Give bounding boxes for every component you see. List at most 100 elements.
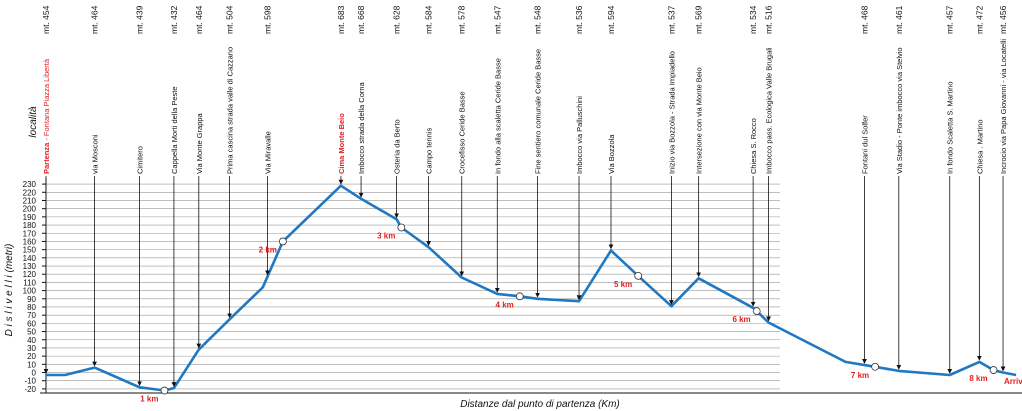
- y-tick-label: 20: [27, 352, 36, 361]
- altitude-label: mt. 516: [764, 5, 774, 34]
- location-name-part: Cima Monte Beio: [337, 113, 346, 174]
- location-name-part: Imbocco pass. Ecologica Valle Brugali: [765, 47, 774, 174]
- y-tick-label: 230: [23, 180, 37, 189]
- altitude-label: mt. 534: [748, 5, 758, 34]
- location-name: via Mosconi: [91, 134, 100, 174]
- location-name: Imbocco via Palluschini: [575, 96, 584, 174]
- km-marker: [989, 366, 998, 374]
- km-marker: [634, 271, 643, 280]
- km-label: 4 km: [496, 300, 514, 309]
- y-tick-label: 10: [27, 360, 36, 369]
- location-name-part: Intersezione con via Monte Beio: [695, 67, 704, 174]
- location-name: Incrocio via Papa Giovanni - via Locatel…: [999, 39, 1008, 174]
- y-tick-label: 70: [27, 311, 36, 320]
- km-marker: [397, 223, 406, 232]
- km-label: 1 km: [140, 395, 158, 404]
- y-tick-label: 90: [27, 295, 36, 304]
- altitude-label: mt. 461: [894, 5, 904, 34]
- altitude-label: mt. 439: [135, 5, 145, 34]
- km-label: 3 km: [377, 232, 395, 241]
- location-name-part: Fine sentiero comunale Ceride Basse: [534, 49, 543, 174]
- location-name: Imbocco strada della Corna: [357, 81, 366, 174]
- y-tick-label: -10: [24, 377, 36, 386]
- location-name: Cappella Morti della Peste: [170, 86, 179, 174]
- altitude-label: mt. 472: [974, 5, 984, 34]
- y-tick-label: 170: [23, 229, 37, 238]
- location-name: Chiesa . Martino: [975, 119, 984, 174]
- location-name: Inizio via Bozzola - Strada Impiadello: [667, 51, 676, 174]
- location-name: Prima cascina strada valle di Cazzano: [226, 47, 235, 174]
- location-name-part: Chiesa S. Rocco: [749, 118, 758, 174]
- location-name: In fondo alla scaletta Ceride Basse: [493, 58, 502, 174]
- km-marker: [160, 386, 169, 395]
- y-tick-label: 160: [23, 237, 37, 246]
- km-marker: [515, 292, 524, 301]
- location-name: Via Stadio - Ponte imbocco via Stelvio: [895, 47, 904, 174]
- location-name-part: Incrocio via Papa Giovanni - via Locatel…: [999, 39, 1008, 174]
- y-tick-label: 200: [23, 205, 37, 214]
- y-tick-label: 110: [23, 278, 36, 287]
- location-name-suffix: - Fontana Piazza Libertà: [42, 58, 51, 143]
- y-tick-label: 190: [23, 213, 37, 222]
- y-tick-label: 30: [27, 344, 36, 353]
- location-name: Partenza - Fontana Piazza Libertà: [42, 58, 51, 174]
- altitude-label: mt. 668: [356, 5, 366, 34]
- location-name: Cima Monte Beio: [337, 113, 346, 174]
- y-tick-label: 80: [27, 303, 36, 312]
- km-label: 8 km: [969, 374, 987, 383]
- location-name-part: Via Bozzola: [607, 134, 616, 174]
- y-tick-label: 210: [23, 196, 37, 205]
- location-name: In fondo Scaletta S. Martino: [946, 81, 955, 174]
- location-name: Imbocco pass. Ecologica Valle Brugali: [765, 47, 774, 174]
- location-name-part: In fondo Scaletta S. Martino: [946, 81, 955, 174]
- location-name: Via Miravalle: [263, 131, 272, 174]
- altitude-label: mt. 594: [606, 5, 616, 34]
- location-name-part: Via Miravalle: [263, 131, 272, 174]
- y-axis-label: D i s l i v e l l i (metri): [4, 244, 15, 337]
- y-tick-label: -20: [24, 385, 36, 394]
- km-label: 7 km: [851, 371, 869, 380]
- altitude-label: mt. 464: [194, 5, 204, 34]
- altitude-label: mt. 464: [90, 5, 100, 34]
- altitude-label: mt. 584: [424, 5, 434, 34]
- end-label: Arrivo: [1004, 377, 1022, 386]
- altitude-label: mt. 432: [169, 5, 179, 34]
- location-name-part: Crocefisso Ceride Basse: [458, 91, 467, 174]
- y-tick-label: 60: [27, 319, 36, 328]
- location-name-part: Imbocco strada della Corna: [357, 81, 366, 174]
- profile-line: [46, 184, 1017, 392]
- y-tick-label: 0: [32, 369, 37, 378]
- locality-label: località: [28, 106, 39, 138]
- altitude-label: mt. 504: [225, 5, 235, 34]
- altitude-label: mt. 537: [666, 5, 676, 34]
- altitude-label: mt. 628: [392, 5, 402, 34]
- location-name: Intersezione con via Monte Beio: [695, 67, 704, 174]
- y-tick-label: 120: [23, 270, 37, 279]
- y-tick-label: 150: [23, 246, 37, 255]
- altitude-label: mt. 548: [533, 5, 543, 34]
- location-name-part: Chiesa . Martino: [975, 119, 984, 174]
- location-name-part: Via Monte Grappa: [195, 112, 204, 174]
- altitude-label: mt. 457: [945, 5, 955, 34]
- altitude-label: mt. 536: [574, 5, 584, 34]
- location-name: Via Bozzola: [607, 134, 616, 174]
- y-tick-label: 50: [27, 328, 36, 337]
- location-name-part: Cappella Morti della Peste: [170, 86, 179, 174]
- location-name-part: Imbocco via Palluschini: [575, 96, 584, 174]
- km-label: 5 km: [614, 280, 632, 289]
- y-tick-label: 140: [23, 254, 37, 263]
- location-name-part: Cimitero: [136, 146, 145, 174]
- location-name: Campo tennis: [425, 127, 434, 174]
- location-name: Via Monte Grappa: [195, 112, 204, 174]
- location-name: Chiesa S. Rocco: [749, 118, 758, 174]
- altitude-label: mt. 547: [492, 5, 502, 34]
- altitude-label: mt. 456: [998, 5, 1008, 34]
- location-name-part: Osteria da Berto: [393, 119, 402, 174]
- location-name: Osteria da Berto: [393, 119, 402, 174]
- altitude-label: mt. 468: [859, 5, 869, 34]
- location-name-part: Via Stadio - Ponte imbocco via Stelvio: [895, 47, 904, 174]
- y-tick-label: 220: [23, 188, 37, 197]
- location-name: Fine sentiero comunale Ceride Basse: [534, 49, 543, 174]
- location-name-part: Fontani dul Solfer: [860, 115, 869, 174]
- location-name: Crocefisso Ceride Basse: [458, 91, 467, 174]
